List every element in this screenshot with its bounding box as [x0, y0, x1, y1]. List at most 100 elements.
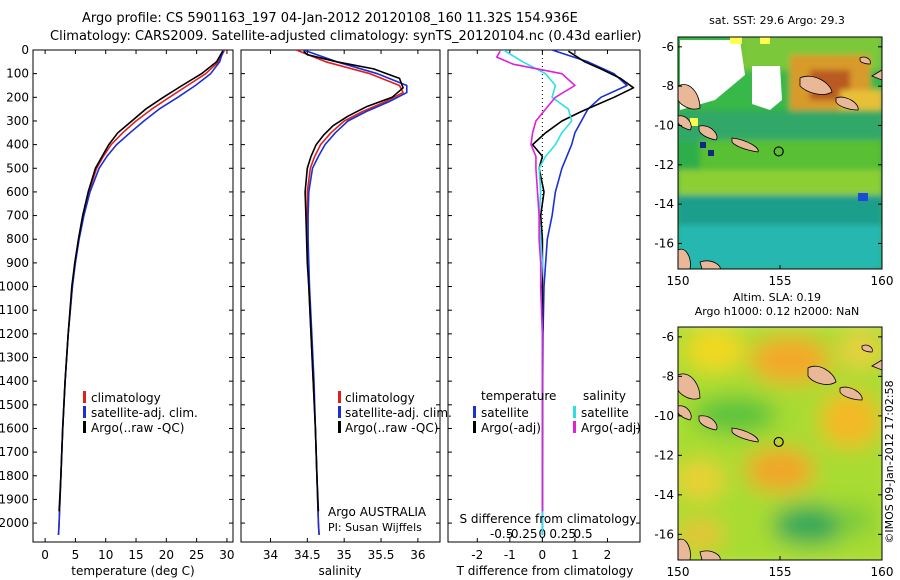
series-line-s-argo-adj-	[495, 50, 576, 512]
map-y-tick-label: -6	[662, 330, 674, 344]
y-tick-label: 200	[6, 90, 29, 104]
x-tick-label: 5	[72, 548, 80, 562]
legend-title-temperature: temperature	[481, 389, 556, 403]
y-tick-label: 900	[6, 256, 29, 270]
argo-location-marker	[773, 146, 784, 157]
sla-map-title-line2: Argo h1000: 0.12 h2000: NaN	[695, 305, 860, 318]
map-x-tick-label: 160	[871, 565, 894, 579]
salinity-panel: 34 34.5 35 35.5 36	[240, 49, 441, 562]
sst-map: 150 155 160 -6 -8 -10 -12 -14 -16	[654, 36, 893, 288]
legend-label: climatology	[91, 391, 161, 405]
legend-label: Argo(..raw -QC)	[345, 421, 438, 435]
figure-title-line1: Argo profile: CS 5901163_197 04-Jan-2012…	[82, 11, 578, 26]
sst-missing-data	[752, 66, 782, 110]
legend-title-salinity: salinity	[583, 389, 626, 403]
temperature-series-group	[57, 50, 226, 535]
difference-series-group	[495, 50, 635, 535]
y-tick-label: 1400	[0, 374, 29, 388]
y-tick-label: 1700	[0, 445, 29, 459]
salinity-series-group	[296, 50, 408, 535]
x-tick-label: -2	[471, 548, 483, 562]
x-tick-label: 35	[337, 548, 352, 562]
map-y-tick-label: -12	[654, 448, 674, 462]
y-tick-label: 1200	[0, 327, 29, 341]
map-y-tick-label: -8	[662, 369, 674, 383]
legend-marker-s-argo	[573, 421, 576, 433]
y-tick-label: 400	[6, 138, 29, 152]
y-tick-label: 1900	[0, 492, 29, 506]
map-y-tick-label: -16	[654, 527, 674, 541]
x-tick-label: 0	[539, 548, 547, 562]
salinity-plot-frame	[240, 49, 441, 543]
legend-label: climatology	[345, 391, 415, 405]
map-x-tick-label: 155	[769, 565, 792, 579]
legend-marker-climatology	[83, 391, 86, 403]
sst-coastline	[678, 56, 882, 269]
x-tick-label: 30	[219, 548, 234, 562]
x-tick-label: 34	[263, 548, 278, 562]
series-line-argo-raw-qc-	[303, 50, 404, 512]
y-tick-label: 1500	[0, 398, 29, 412]
salinity-legend: climatology satellite-adj. clim. Argo(..…	[338, 391, 452, 435]
legend-label: satellite	[581, 406, 629, 420]
map-y-tick-label: -10	[654, 118, 674, 132]
legend-label: Argo(-adj)	[581, 421, 641, 435]
legend-marker-s-satellite	[573, 406, 576, 418]
x-tick-label: 15	[128, 548, 143, 562]
temperature-legend: climatology satellite-adj. clim. Argo(..…	[83, 391, 198, 435]
sla-map-title-line1: Altim. SLA: 0.19	[733, 291, 821, 304]
y-tick-label: 800	[6, 232, 29, 246]
y-tick-label: 600	[6, 185, 29, 199]
x2-tick-label: 0.25	[549, 527, 576, 541]
map-y-tick-label: -12	[654, 158, 674, 172]
map-y-tick-label: -16	[654, 236, 674, 250]
map-y-tick-label: -8	[662, 79, 674, 93]
x2-tick-label: 0.5	[574, 527, 593, 541]
sla-map: 150 155 160 -6 -8 -10 -12 -14 -16	[654, 326, 893, 579]
legend-marker-t-argo	[473, 421, 476, 433]
x-tick-label: 0	[41, 548, 49, 562]
map-x-tick-label: 160	[871, 274, 894, 288]
sla-coastline	[678, 344, 882, 560]
sst-map-axes: 150 155 160 -6 -8 -10 -12 -14 -16	[654, 40, 893, 288]
difference-legend-salinity: salinity satellite Argo(-adj)	[573, 389, 641, 435]
x2-tick-label: -0.25	[507, 527, 538, 541]
s-difference-xlabel: S difference from climatology	[460, 512, 637, 526]
sla-map-axes: 150 155 160 -6 -8 -10 -12 -14 -16	[654, 330, 893, 579]
legend-label: satellite-adj. clim.	[345, 406, 452, 420]
temperature-panel: 0 5 10 15 20 25 300100200300400500600700800900…	[0, 43, 235, 562]
legend-label: satellite-adj. clim.	[91, 406, 198, 420]
y-tick-label: 1600	[0, 421, 29, 435]
legend-marker-satellite	[83, 406, 86, 418]
map-y-tick-label: -6	[662, 40, 674, 54]
map-x-tick-label: 150	[667, 274, 690, 288]
difference-legend-temperature: temperature satellite Argo(-adj)	[473, 389, 556, 435]
x-tick-label: 20	[159, 548, 174, 562]
legend-marker-t-satellite	[473, 406, 476, 418]
y-tick-label: 500	[6, 161, 29, 175]
x-tick-label: 1	[571, 548, 579, 562]
legend-label: Argo(-adj)	[481, 421, 541, 435]
legend-marker-climatology	[338, 391, 341, 403]
map-x-tick-label: 150	[667, 565, 690, 579]
imos-credit: ©IMOS 09-Jan-2012 17:02:58	[883, 380, 896, 543]
x-tick-label: 2	[604, 548, 612, 562]
map-y-tick-label: -14	[654, 488, 674, 502]
legend-label: Argo(..raw -QC)	[91, 421, 184, 435]
legend-marker-satellite	[338, 406, 341, 418]
x-tick-label: 10	[98, 548, 113, 562]
x-tick-label: 34.5	[294, 548, 321, 562]
y-tick-label: 2000	[0, 516, 29, 530]
legend-marker-argo	[83, 421, 86, 433]
y-tick-label: 300	[6, 114, 29, 128]
y-tick-label: 1300	[0, 351, 29, 365]
series-line-argo-raw-qc-	[58, 50, 224, 512]
map-x-tick-label: 155	[769, 274, 792, 288]
argo-pi-annotation: PI: Susan Wijffels	[328, 521, 422, 534]
y-tick-label: 100	[6, 67, 29, 81]
y-tick-label: 1800	[0, 469, 29, 483]
salinity-xlabel: salinity	[318, 564, 361, 578]
temperature-plot-frame	[32, 49, 234, 543]
legend-label: satellite	[481, 406, 529, 420]
